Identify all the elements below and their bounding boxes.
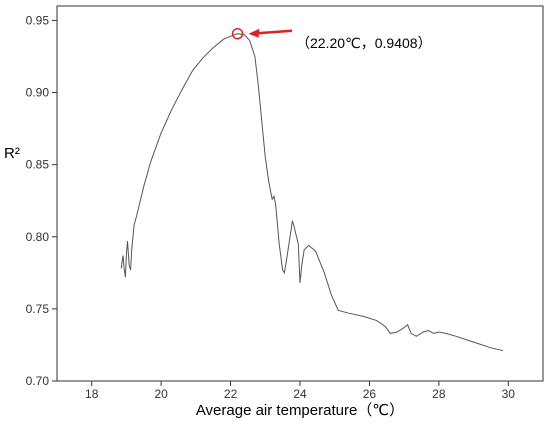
plot-frame bbox=[56, 5, 544, 382]
annotation-label: （22.20℃，0.9408） bbox=[296, 35, 432, 51]
x-tick-label: 24 bbox=[293, 387, 307, 401]
annotation-arrow-line bbox=[257, 29, 293, 35]
y-tick-label: 0.95 bbox=[26, 13, 50, 27]
x-tick-label: 20 bbox=[154, 387, 168, 401]
x-tick-label: 18 bbox=[85, 387, 99, 401]
y-axis-ticks: 0.70 0.75 0.80 0.85 0.90 0.95 bbox=[26, 13, 57, 388]
y-tick-label: 0.80 bbox=[26, 230, 50, 244]
x-axis-title: Average air temperature（℃） bbox=[196, 402, 404, 419]
y-tick-label: 0.70 bbox=[26, 374, 50, 388]
series-line bbox=[120, 33, 504, 352]
x-tick-label: 30 bbox=[502, 387, 516, 401]
y-tick-label: 0.85 bbox=[26, 158, 50, 172]
x-tick-label: 28 bbox=[432, 387, 446, 401]
y-axis-title: R² bbox=[4, 145, 20, 162]
annotation-arrow-head bbox=[248, 28, 260, 38]
y-tick-label: 0.90 bbox=[26, 86, 50, 100]
peak-marker-circle bbox=[231, 27, 244, 40]
x-axis-ticks: 18 20 22 24 26 28 30 bbox=[85, 381, 515, 401]
x-tick-label: 26 bbox=[363, 387, 377, 401]
x-tick-label: 22 bbox=[224, 387, 238, 401]
y-tick-label: 0.75 bbox=[26, 302, 50, 316]
